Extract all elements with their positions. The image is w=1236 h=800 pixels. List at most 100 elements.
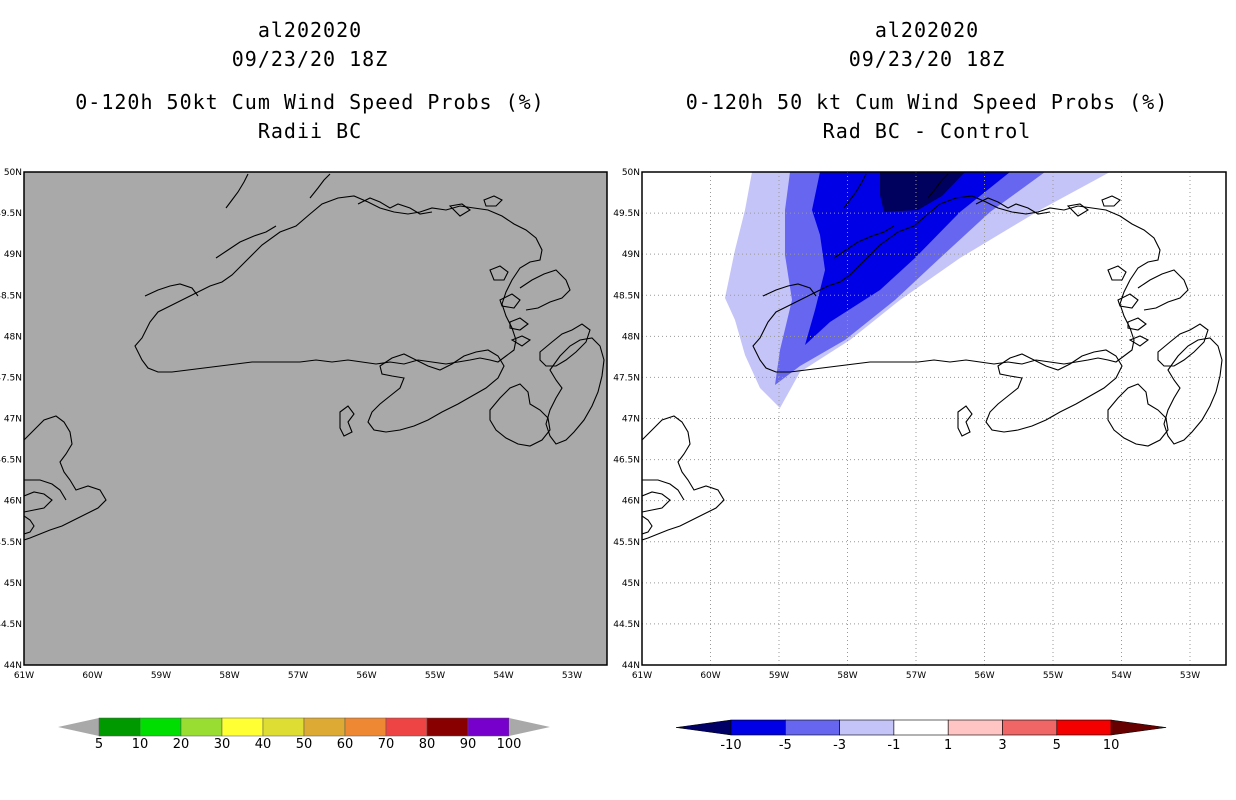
lat-tick-label: 49N <box>4 250 22 260</box>
lat-tick-label: 45N <box>4 579 22 589</box>
lon-tick-label: 60W <box>82 671 102 681</box>
lat-tick-label: 47.5N <box>0 373 22 383</box>
lat-tick-label: 47N <box>4 415 22 425</box>
right-datetime: 09/23/20 18Z <box>848 47 1006 71</box>
colorbar-label: 100 <box>497 737 522 752</box>
left-product-name: 0-120h 50kt Cum Wind Speed Probs (%) <box>75 90 545 114</box>
left-axes: 50N 49.5N 49N 48.5N 48N 47.5N 47N 46.5N 46N 45.5N… <box>0 168 582 681</box>
colorbar-high-end <box>1110 719 1167 736</box>
lon-tick-label: 58W <box>219 671 239 681</box>
lon-tick-label: 58W <box>837 671 857 681</box>
colorbar-label: -5 <box>779 738 792 753</box>
right-storm-id: al202020 <box>874 18 980 42</box>
lon-tick-label: 56W <box>974 671 994 681</box>
lat-tick-label: 46.5N <box>613 456 640 466</box>
lon-tick-label: 54W <box>493 671 513 681</box>
colorbar-swatch <box>1056 719 1112 736</box>
colorbar-swatch <box>221 717 264 737</box>
colorbar-swatch <box>344 717 387 737</box>
lon-tick-label: 55W <box>425 671 445 681</box>
lon-tick-label: 56W <box>356 671 376 681</box>
lat-tick-label: 48.5N <box>0 291 22 301</box>
left-map-frame <box>23 171 608 666</box>
lat-tick-label: 48N <box>4 332 22 342</box>
lat-tick-label: 46N <box>622 497 640 507</box>
colorbar-swatch <box>262 717 305 737</box>
lon-tick-label: 53W <box>1180 671 1200 681</box>
lat-tick-label: 44N <box>622 661 640 671</box>
lat-tick-label: 49.5N <box>0 209 22 219</box>
colorbar-label: -3 <box>833 738 846 753</box>
left-storm-id: al202020 <box>257 18 363 42</box>
lat-tick-label: 45.5N <box>613 538 640 548</box>
colorbar-swatch <box>385 717 428 737</box>
colorbar-label: -10 <box>720 738 741 753</box>
right-axes: 50N 49.5N 49N 48.5N 48N 47.5N 47N 46.5N 46N 45.5N… <box>613 168 1200 681</box>
lat-tick-label: 49.5N <box>613 209 640 219</box>
colorbar-label: -1 <box>887 738 900 753</box>
colorbar-label: 1 <box>944 738 952 753</box>
lat-tick-label: 47N <box>622 415 640 425</box>
colorbar-label: 80 <box>419 737 436 752</box>
right-product-name: 0-120h 50 kt Cum Wind Speed Probs (%) <box>685 90 1169 114</box>
lat-tick-label: 45N <box>622 579 640 589</box>
colorbar-swatch <box>426 717 469 737</box>
right-map: 50N 49.5N 49N 48.5N 48N 47.5N 47N 46.5N 46N 45.5N… <box>613 168 1227 681</box>
lon-tick-label: 54W <box>1111 671 1131 681</box>
lat-tick-label: 49N <box>622 250 640 260</box>
lat-tick-label: 46N <box>4 497 22 507</box>
lon-tick-label: 59W <box>151 671 171 681</box>
lat-tick-label: 48N <box>622 332 640 342</box>
colorbar-low-end <box>58 718 99 736</box>
lon-tick-label: 61W <box>14 671 34 681</box>
colorbar-swatch <box>1002 719 1058 736</box>
left-colorbar: 5 10 20 30 40 50 60 70 80 90 100 <box>58 717 550 752</box>
colorbar-swatch <box>139 717 182 737</box>
colorbar-swatch <box>730 719 786 736</box>
lon-tick-label: 57W <box>288 671 308 681</box>
lat-tick-label: 50N <box>622 168 640 178</box>
colorbar-label: 5 <box>95 737 103 752</box>
lat-tick-label: 45.5N <box>0 538 22 548</box>
lon-tick-label: 55W <box>1043 671 1063 681</box>
colorbar-label: 60 <box>337 737 354 752</box>
lon-tick-label: 59W <box>769 671 789 681</box>
left-map: 50N 49.5N 49N 48.5N 48N 47.5N 47N 46.5N 46N 45.5N… <box>0 168 608 681</box>
left-panel-title: al202020 09/23/20 18Z 0-120h 50kt Cum Wi… <box>0 16 620 146</box>
colorbar-label: 3 <box>998 738 1006 753</box>
lat-tick-label: 47.5N <box>613 373 640 383</box>
lat-tick-label: 48.5N <box>613 291 640 301</box>
colorbar-high-end <box>509 718 550 736</box>
right-subtitle: Rad BC - Control <box>822 119 1032 143</box>
colorbar-swatch <box>839 719 895 736</box>
colorbar-label: 20 <box>173 737 190 752</box>
right-panel-title: al202020 09/23/20 18Z 0-120h 50 kt Cum W… <box>618 16 1236 146</box>
colorbar-label: 10 <box>132 737 149 752</box>
colorbar-swatch <box>303 717 346 737</box>
colorbar-swatch <box>947 719 1003 736</box>
colorbar-low-end <box>675 719 732 736</box>
colorbar-swatch <box>180 717 223 737</box>
colorbar-label: 70 <box>378 737 395 752</box>
right-colorbar: -10 -5 -3 -1 1 3 5 10 <box>675 719 1167 753</box>
colorbar-label: 40 <box>255 737 272 752</box>
contour-neg10-to-neg5 <box>805 172 1010 345</box>
contour-lt-neg10 <box>880 172 965 212</box>
left-datetime: 09/23/20 18Z <box>231 47 389 71</box>
lat-tick-label: 50N <box>4 168 22 178</box>
colorbar-label: 90 <box>460 737 477 752</box>
lon-tick-label: 53W <box>562 671 582 681</box>
colorbar-label: 50 <box>296 737 313 752</box>
colorbar-swatch <box>467 717 510 737</box>
colorbar-label: 30 <box>214 737 231 752</box>
right-contours <box>725 172 1110 408</box>
lat-tick-label: 46.5N <box>0 456 22 466</box>
right-map-frame <box>641 171 1227 666</box>
colorbar-swatch <box>784 719 840 736</box>
lat-tick-label: 44.5N <box>0 620 22 630</box>
colorbar-label: 5 <box>1053 738 1061 753</box>
lat-tick-label: 44N <box>4 661 22 671</box>
left-subtitle: Radii BC <box>257 119 363 143</box>
lon-tick-label: 57W <box>906 671 926 681</box>
